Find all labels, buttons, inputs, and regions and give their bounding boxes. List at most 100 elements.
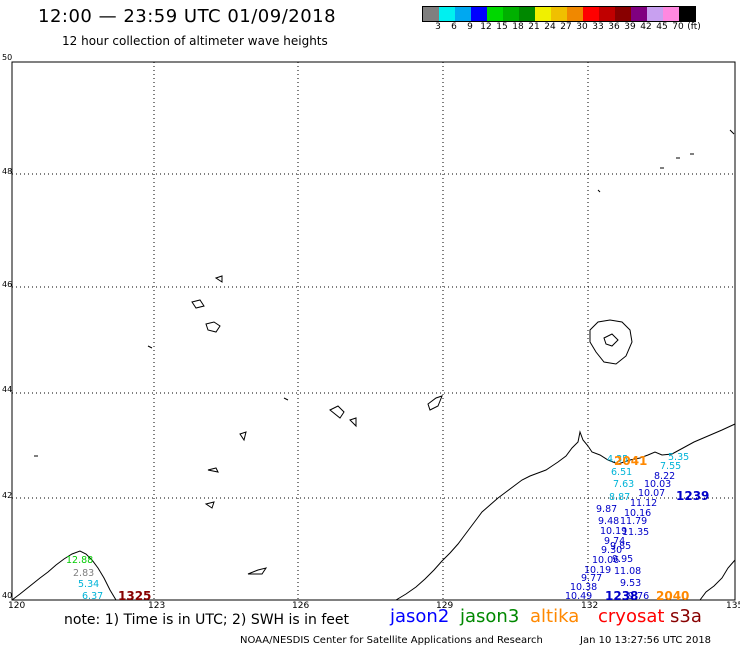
color-scale-label: 24 — [544, 22, 556, 32]
wave-observations: 4.356.517.638.879.879.4810.199.749.3010.… — [66, 452, 689, 602]
latitude-label: 40 — [2, 591, 13, 600]
color-swatch-10 — [583, 7, 599, 21]
wave-height-value: 5.34 — [78, 579, 99, 590]
longitude-label: 129 — [436, 601, 454, 611]
color-scale-label: 30 — [576, 22, 588, 32]
wave-height-value: 9.77 — [581, 573, 602, 584]
longitude-label: 120 — [8, 601, 26, 611]
wave-height-value: 4.35 — [607, 454, 628, 465]
wave-height-value: 11.79 — [620, 516, 647, 527]
note-text: note: 1) Time is in UTC; 2) SWH is in fe… — [64, 612, 350, 628]
wave-height-value: 11.35 — [622, 527, 649, 538]
wave-height-value: 7.63 — [613, 479, 634, 490]
color-swatch-2 — [455, 7, 471, 21]
wave-height-value: 10.49 — [565, 591, 592, 602]
color-scale-label: 3 — [435, 22, 441, 32]
color-scale-label: 21 — [528, 22, 540, 32]
wave-height-value: 10.07 — [638, 488, 665, 499]
color-scale-label: 6 — [451, 22, 457, 32]
wave-height-value: 9.48 — [598, 516, 619, 527]
color-swatch-0 — [423, 7, 439, 21]
longitude-label: 135 — [726, 601, 740, 611]
color-scale-label: 15 — [496, 22, 508, 32]
pass-time-label: 1325 — [118, 589, 151, 603]
map-title: 12:00 — 23:59 UTC 01/09/2018 — [38, 6, 337, 27]
longitude-label: 132 — [581, 601, 599, 611]
legend-altika: altika — [530, 606, 580, 627]
latitude-label: 50 — [2, 53, 13, 62]
color-swatch-7 — [535, 7, 551, 21]
wave-height-value: 10.38 — [570, 582, 597, 593]
color-swatch-13 — [631, 7, 647, 21]
color-swatch-5 — [503, 7, 519, 21]
color-swatch-1 — [439, 7, 455, 21]
color-swatch-3 — [471, 7, 487, 21]
wave-height-value: 9.87 — [596, 504, 617, 515]
color-swatch-15 — [663, 7, 679, 21]
wave-height-value: 2.83 — [73, 568, 94, 579]
color-swatch-16 — [679, 7, 695, 21]
footer-credit: NOAA/NESDIS Center for Satellite Applica… — [240, 635, 543, 646]
color-swatch-4 — [487, 7, 503, 21]
graticule — [12, 62, 735, 600]
color-scale-label: 42 — [640, 22, 652, 32]
color-swatch-12 — [615, 7, 631, 21]
pass-time-label: 1238 — [605, 589, 638, 603]
color-swatch-11 — [599, 7, 615, 21]
wave-height-value: 10.19 — [584, 565, 611, 576]
color-scale-label: 36 — [608, 22, 620, 32]
longitude-label: 126 — [292, 601, 310, 611]
wave-height-value: 11.12 — [630, 498, 657, 509]
color-scale-label: 27 — [560, 22, 572, 32]
wave-height-value: 10.19 — [600, 526, 627, 537]
legend-jason3: jason3 — [460, 606, 520, 627]
wave-height-value: 8.22 — [654, 471, 675, 482]
wave-height-value: 9.53 — [620, 578, 641, 589]
pass-time-label: 2040 — [656, 589, 689, 603]
wave-height-value: 9.74 — [604, 536, 625, 547]
wave-height-value: 6.37 — [82, 591, 103, 602]
latitude-label: 44 — [2, 385, 13, 394]
coastline-korea-peninsula — [699, 559, 736, 601]
longitude-label: 123 — [148, 601, 166, 611]
pass-times: 2041 1239 1238 2040 1325 — [118, 454, 709, 603]
color-swatch-6 — [519, 7, 535, 21]
color-scale-label: 12 — [480, 22, 492, 32]
latitude-label: 48 — [2, 167, 13, 176]
pass-time-label: 1239 — [676, 489, 709, 503]
legend-jason2: jason2 — [390, 606, 450, 627]
footer-timestamp: Jan 10 13:27:56 UTC 2018 — [580, 635, 712, 646]
wave-height-value: 9.30 — [601, 545, 622, 556]
wave-height-value: 9.95 — [612, 554, 633, 565]
coastline-noto — [11, 550, 117, 601]
wave-height-value: 6.51 — [611, 467, 632, 478]
wave-height-value: 7.55 — [660, 461, 681, 472]
color-scale-label: 39 — [624, 22, 636, 32]
color-swatch-9 — [567, 7, 583, 21]
wave-height-value: 8.87 — [609, 492, 630, 503]
wave-height-value: 12.88 — [66, 555, 93, 566]
wave-height-value: 10.06 — [592, 555, 619, 566]
color-scale-label: 9 — [467, 22, 473, 32]
color-scale-label: (ft) — [687, 22, 701, 32]
map-subtitle: 12 hour collection of altimeter wave hei… — [62, 34, 328, 48]
coastline-japan — [395, 423, 736, 601]
color-scale-bar — [422, 6, 696, 22]
islands — [34, 129, 735, 575]
color-scale-label: 70 — [672, 22, 684, 32]
color-swatch-14 — [647, 7, 663, 21]
legend-cryosat: cryosat — [598, 606, 665, 627]
wave-height-value: 11.08 — [614, 566, 641, 577]
wave-height-value: 5.35 — [668, 452, 689, 463]
latitude-label: 46 — [2, 280, 13, 289]
wave-height-value: 9.85 — [610, 541, 631, 552]
wave-height-value: 9.76 — [628, 591, 649, 602]
pass-time-label: 2041 — [614, 454, 647, 468]
map-frame — [11, 61, 736, 601]
latitude-label: 42 — [2, 491, 13, 500]
wave-height-value: 10.03 — [644, 479, 671, 490]
color-swatch-8 — [551, 7, 567, 21]
color-scale-label: 18 — [512, 22, 524, 32]
legend-s3a: s3a — [670, 606, 702, 627]
